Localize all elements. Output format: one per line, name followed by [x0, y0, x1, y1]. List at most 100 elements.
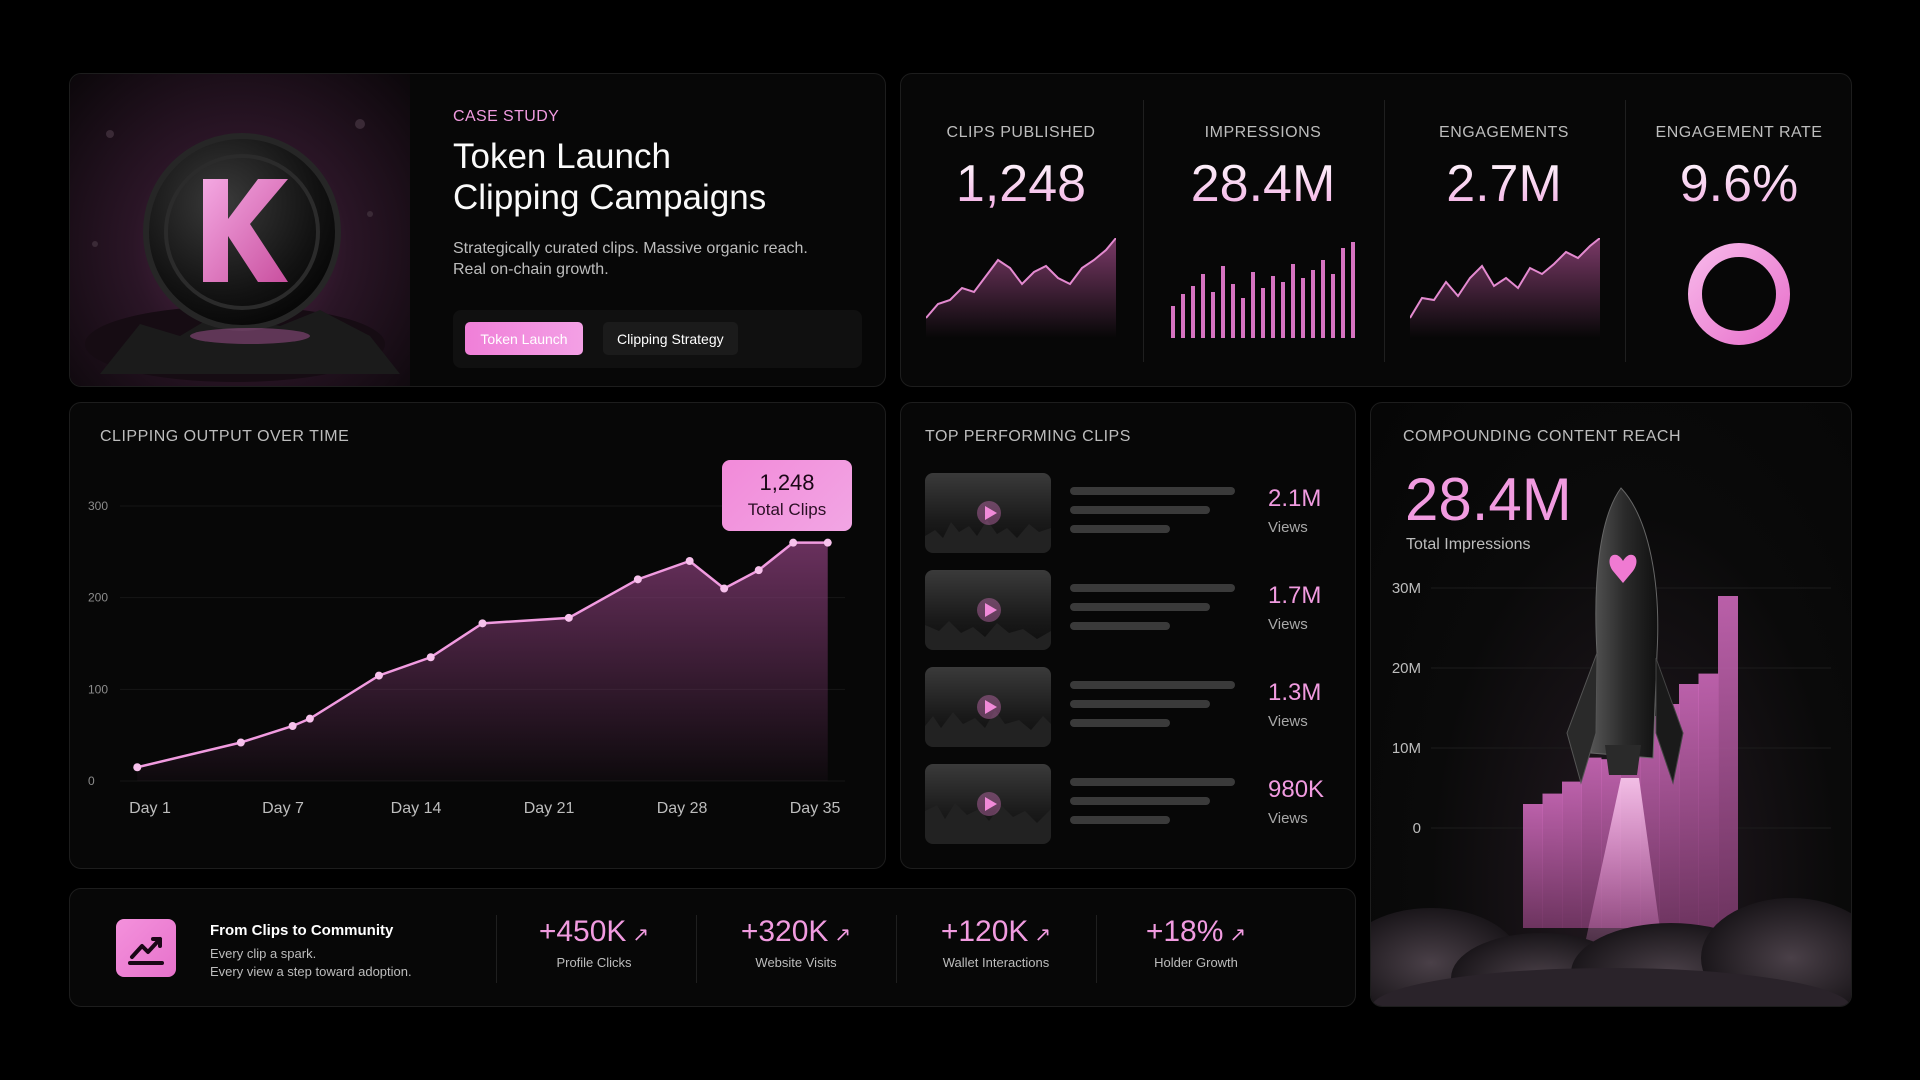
- clip-thumbnail[interactable]: [925, 570, 1051, 650]
- kpi-label: IMPRESSIONS: [1204, 124, 1322, 141]
- data-point: [754, 566, 763, 575]
- arrow-up-right-icon: ↗: [1229, 924, 1247, 946]
- kpi-label: ENGAGEMENT RATE: [1655, 124, 1823, 141]
- arrow-up-right-icon: ↗: [632, 924, 650, 946]
- community-title: From Clips to Community: [210, 922, 394, 939]
- arrow-up-right-icon: ↗: [1034, 924, 1052, 946]
- play-icon[interactable]: [977, 501, 1001, 525]
- community-subtitle-1: Every clip a spark.: [210, 946, 317, 961]
- y-tick-label: 0: [1413, 820, 1421, 837]
- metric-value: +450K: [538, 915, 627, 948]
- top-clips-title: TOP PERFORMING CLIPS: [925, 428, 1131, 445]
- clipping-output-chart: 0 100 200 300 Day 1 Day 7 Day 14 Day 21 Day 28 D…: [88, 499, 845, 817]
- total-clips-label: Total Clips: [747, 500, 827, 519]
- y-tick-label: 100: [88, 682, 108, 696]
- clip-views-label: Views: [1268, 616, 1308, 633]
- rocket-illustration: [1566, 487, 1684, 785]
- tag-bar: Token Launch Clipping Strategy: [453, 310, 862, 368]
- metric-value: +320K: [740, 915, 829, 948]
- metric-value: +120K: [940, 915, 1029, 948]
- kpi-value: 9.6%: [1626, 154, 1851, 214]
- kpi-value: 1,248: [901, 154, 1141, 214]
- impressions-bar-sparkline: [1171, 242, 1355, 338]
- reach-bar: [1679, 684, 1699, 928]
- kpi-engagements: ENGAGEMENTS 2.7M: [1385, 74, 1623, 386]
- metric-label: Website Visits: [755, 955, 837, 970]
- kpi-clips-published: CLIPS PUBLISHED 1,248: [901, 74, 1141, 386]
- data-point: [374, 671, 383, 680]
- page-title: Token Launch Clipping Campaigns: [453, 136, 863, 218]
- data-point: [236, 738, 245, 747]
- reach-value: 28.4M: [1405, 466, 1572, 533]
- clip-views-value: 1.7M: [1268, 582, 1322, 609]
- description-line-1: Strategically curated clips. Massive org…: [453, 240, 808, 257]
- x-tick-label: Day 35: [790, 800, 841, 817]
- play-icon[interactable]: [977, 598, 1001, 622]
- clip-views-value: 2.1M: [1268, 485, 1322, 512]
- clip-row[interactable]: 2.1M Views: [925, 473, 1335, 553]
- data-point: [478, 619, 487, 628]
- reach-label: Total Impressions: [1406, 536, 1531, 553]
- reach-bar: [1698, 673, 1719, 928]
- clip-views-value: 1.3M: [1268, 679, 1322, 706]
- kpi-value: 2.7M: [1385, 154, 1623, 214]
- kpi-impressions: IMPRESSIONS 28.4M: [1144, 74, 1382, 386]
- description-line-2: Real on-chain growth.: [453, 261, 609, 278]
- clip-row[interactable]: 980K Views: [925, 764, 1335, 844]
- reach-bar: [1581, 757, 1602, 928]
- x-tick-label: Day 28: [657, 800, 708, 817]
- clip-row[interactable]: 1.3M Views: [925, 667, 1335, 747]
- clip-thumbnail[interactable]: [925, 667, 1051, 747]
- clip-views-label: Views: [1268, 519, 1308, 536]
- hero-description: Strategically curated clips. Massive org…: [453, 238, 843, 280]
- community-strip: From Clips to Community Every clip a spa…: [69, 888, 1356, 1007]
- reach-title: COMPOUNDING CONTENT REACH: [1403, 428, 1681, 445]
- reach-bar: [1542, 793, 1563, 928]
- metric-profile-clicks: +450K ↗ Profile Clicks: [494, 915, 694, 970]
- x-tick-label: Day 14: [391, 800, 442, 817]
- reach-bar: [1523, 804, 1543, 928]
- total-clips-value: 1,248: [759, 470, 815, 495]
- tag-token-launch[interactable]: Token Launch: [465, 322, 583, 355]
- data-point: [720, 584, 729, 593]
- y-tick-label: 30M: [1392, 580, 1421, 597]
- metric-label: Profile Clicks: [556, 955, 632, 970]
- reach-bar: [1562, 781, 1582, 928]
- top-clips-card: TOP PERFORMING CLIPS 2.1M Views 1.7M Vie…: [900, 402, 1356, 869]
- community-subtitle-2: Every view a step toward adoption.: [210, 964, 412, 979]
- y-tick-label: 300: [88, 499, 108, 513]
- play-icon[interactable]: [977, 792, 1001, 816]
- engagements-sparkline: [1410, 238, 1600, 338]
- hero-card: CASE STUDY Token Launch Clipping Campaig…: [69, 73, 886, 387]
- clip-thumbnail[interactable]: [925, 764, 1051, 844]
- metric-label: Holder Growth: [1154, 955, 1238, 970]
- clip-views-label: Views: [1268, 810, 1308, 827]
- clip-row[interactable]: 1.7M Views: [925, 570, 1335, 650]
- arrow-up-right-icon: ↗: [834, 924, 852, 946]
- hero-eyebrow: CASE STUDY: [453, 108, 560, 125]
- x-tick-label: Day 7: [262, 800, 304, 817]
- token-coin-image: [70, 74, 410, 386]
- data-point: [564, 613, 573, 622]
- data-point: [426, 653, 435, 662]
- kpi-panel: CLIPS PUBLISHED 1,248 IMPRESSIONS 28.4M …: [900, 73, 1852, 387]
- clip-views-value: 980K: [1268, 776, 1325, 803]
- y-tick-label: 200: [88, 591, 108, 605]
- title-line-1: Token Launch: [453, 137, 671, 176]
- total-clips-badge: 1,248 Total Clips: [722, 460, 852, 531]
- reach-bar-chart: 0 10M 20M 30M: [1371, 487, 1851, 1006]
- data-point: [685, 557, 694, 565]
- x-tick-label: Day 21: [524, 800, 575, 817]
- clipping-output-card: CLIPPING OUTPUT OVER TIME 0 100 200 300 Day…: [69, 402, 886, 869]
- content-reach-card: 0 10M 20M 30M COMPOUNDING CONTENT REACH 28.…: [1370, 402, 1852, 1007]
- metric-wallet-interactions: +120K ↗ Wallet Interactions: [896, 915, 1096, 970]
- kpi-value: 28.4M: [1144, 154, 1382, 214]
- data-point: [633, 575, 642, 584]
- play-icon[interactable]: [977, 695, 1001, 719]
- clip-thumbnail[interactable]: [925, 473, 1051, 553]
- data-point: [789, 538, 798, 547]
- kpi-label: CLIPS PUBLISHED: [946, 124, 1096, 141]
- clips-sparkline: [926, 238, 1116, 338]
- metric-value: +18%: [1145, 915, 1224, 948]
- tag-clipping-strategy[interactable]: Clipping Strategy: [603, 322, 738, 355]
